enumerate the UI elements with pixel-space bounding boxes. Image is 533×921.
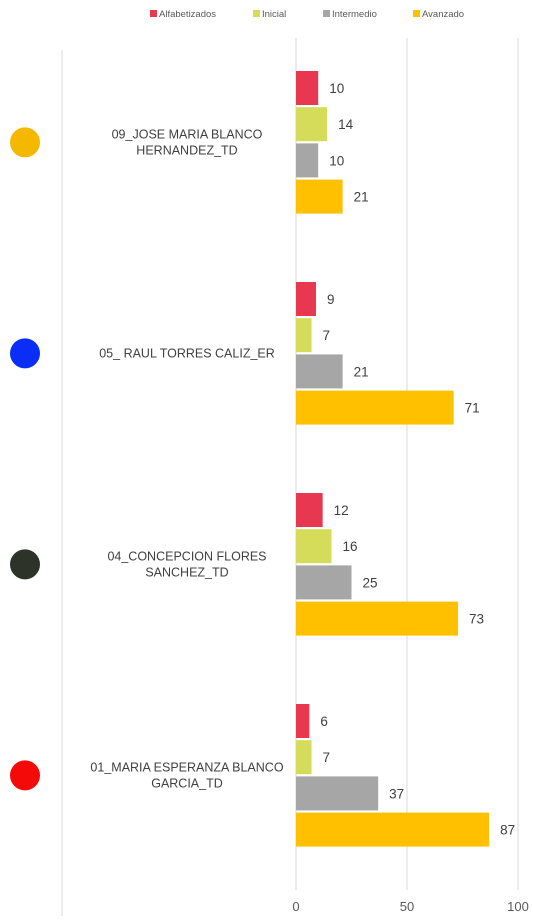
bar-intermedio-0 [296, 143, 319, 178]
value-label-avanzado-2: 73 [469, 612, 484, 627]
legend-label-inicial: Inicial [262, 9, 286, 20]
legend-label-avanzado: Avanzado [422, 9, 464, 20]
category-marker-3 [10, 760, 40, 791]
category-markers [10, 127, 40, 791]
legend-swatch-avanzado [413, 10, 420, 17]
value-label-intermedio-2: 25 [363, 575, 378, 590]
legend-label-intermedio: Intermedio [332, 9, 377, 20]
value-label-alfabetizados-2: 12 [334, 503, 349, 518]
category-marker-2 [10, 549, 40, 580]
value-label-inicial-2: 16 [343, 539, 358, 554]
value-label-inicial-0: 14 [338, 117, 354, 132]
bar-avanzado-1 [296, 390, 454, 425]
value-label-avanzado-3: 87 [500, 823, 515, 838]
value-label-intermedio-0: 10 [329, 153, 344, 168]
bar-intermedio-3 [296, 776, 379, 811]
bar-inicial-2 [296, 529, 332, 564]
bar-inicial-1 [296, 318, 312, 353]
x-tick-label-50: 50 [400, 899, 414, 914]
bar-alfabetizados-1 [296, 282, 316, 316]
bar-inicial-3 [296, 740, 312, 775]
bar-avanzado-3 [296, 812, 490, 847]
bar-alfabetizados-0 [296, 71, 319, 105]
legend-swatch-intermedio [323, 10, 330, 17]
gridlines [61, 38, 519, 916]
value-label-alfabetizados-3: 6 [320, 714, 328, 729]
bar-alfabetizados-2 [296, 493, 323, 527]
bars [296, 71, 490, 847]
bar-alfabetizados-3 [296, 704, 310, 738]
value-labels: 10 14 10 21 9 7 21 71 12 16 25 73 6 7 37 87 [320, 81, 515, 838]
category-label-1-line-0: 05_ RAUL TORRES CALIZ_ER [99, 346, 275, 360]
category-labels: 09_JOSE MARIA BLANCO HERNANDEZ_TD 05_ RAUL… [90, 127, 283, 790]
value-label-intermedio-3: 37 [389, 786, 404, 801]
category-label-2-line-1: SANCHEZ_TD [145, 565, 228, 579]
bar-avanzado-0 [296, 179, 343, 214]
legend-label-alfabetizados: Alfabetizados [159, 9, 216, 20]
value-label-avanzado-0: 21 [354, 190, 369, 205]
category-marker-1 [10, 338, 40, 369]
bar-avanzado-2 [296, 601, 459, 636]
x-tick-label-0: 0 [292, 899, 299, 914]
value-label-alfabetizados-0: 10 [329, 81, 344, 96]
value-label-intermedio-1: 21 [354, 364, 369, 379]
bar-inicial-0 [296, 107, 328, 142]
category-label-0-line-0: 09_JOSE MARIA BLANCO [112, 127, 263, 141]
category-label-3-line-0: 01_MARIA ESPERANZA BLANCO [90, 760, 283, 774]
category-marker-0 [10, 127, 40, 158]
x-tick-label-100: 100 [507, 899, 529, 914]
value-label-avanzado-1: 71 [465, 401, 480, 416]
category-label-3-line-1: GARCIA_TD [151, 776, 223, 790]
value-label-inicial-1: 7 [323, 328, 331, 343]
value-label-alfabetizados-1: 9 [327, 292, 335, 307]
bar-intermedio-1 [296, 354, 343, 389]
category-label-0-line-1: HERNANDEZ_TD [136, 143, 237, 157]
legend-swatch-inicial [253, 10, 260, 17]
legend: Alfabetizados Inicial Intermedio Avanzado [150, 9, 464, 20]
bar-intermedio-2 [296, 565, 352, 600]
value-label-inicial-3: 7 [323, 750, 331, 765]
legend-swatch-alfabetizados [150, 10, 157, 17]
category-label-2-line-0: 04_CONCEPCION FLORES [107, 549, 266, 563]
x-tick-labels: 0 50 100 [292, 899, 528, 914]
